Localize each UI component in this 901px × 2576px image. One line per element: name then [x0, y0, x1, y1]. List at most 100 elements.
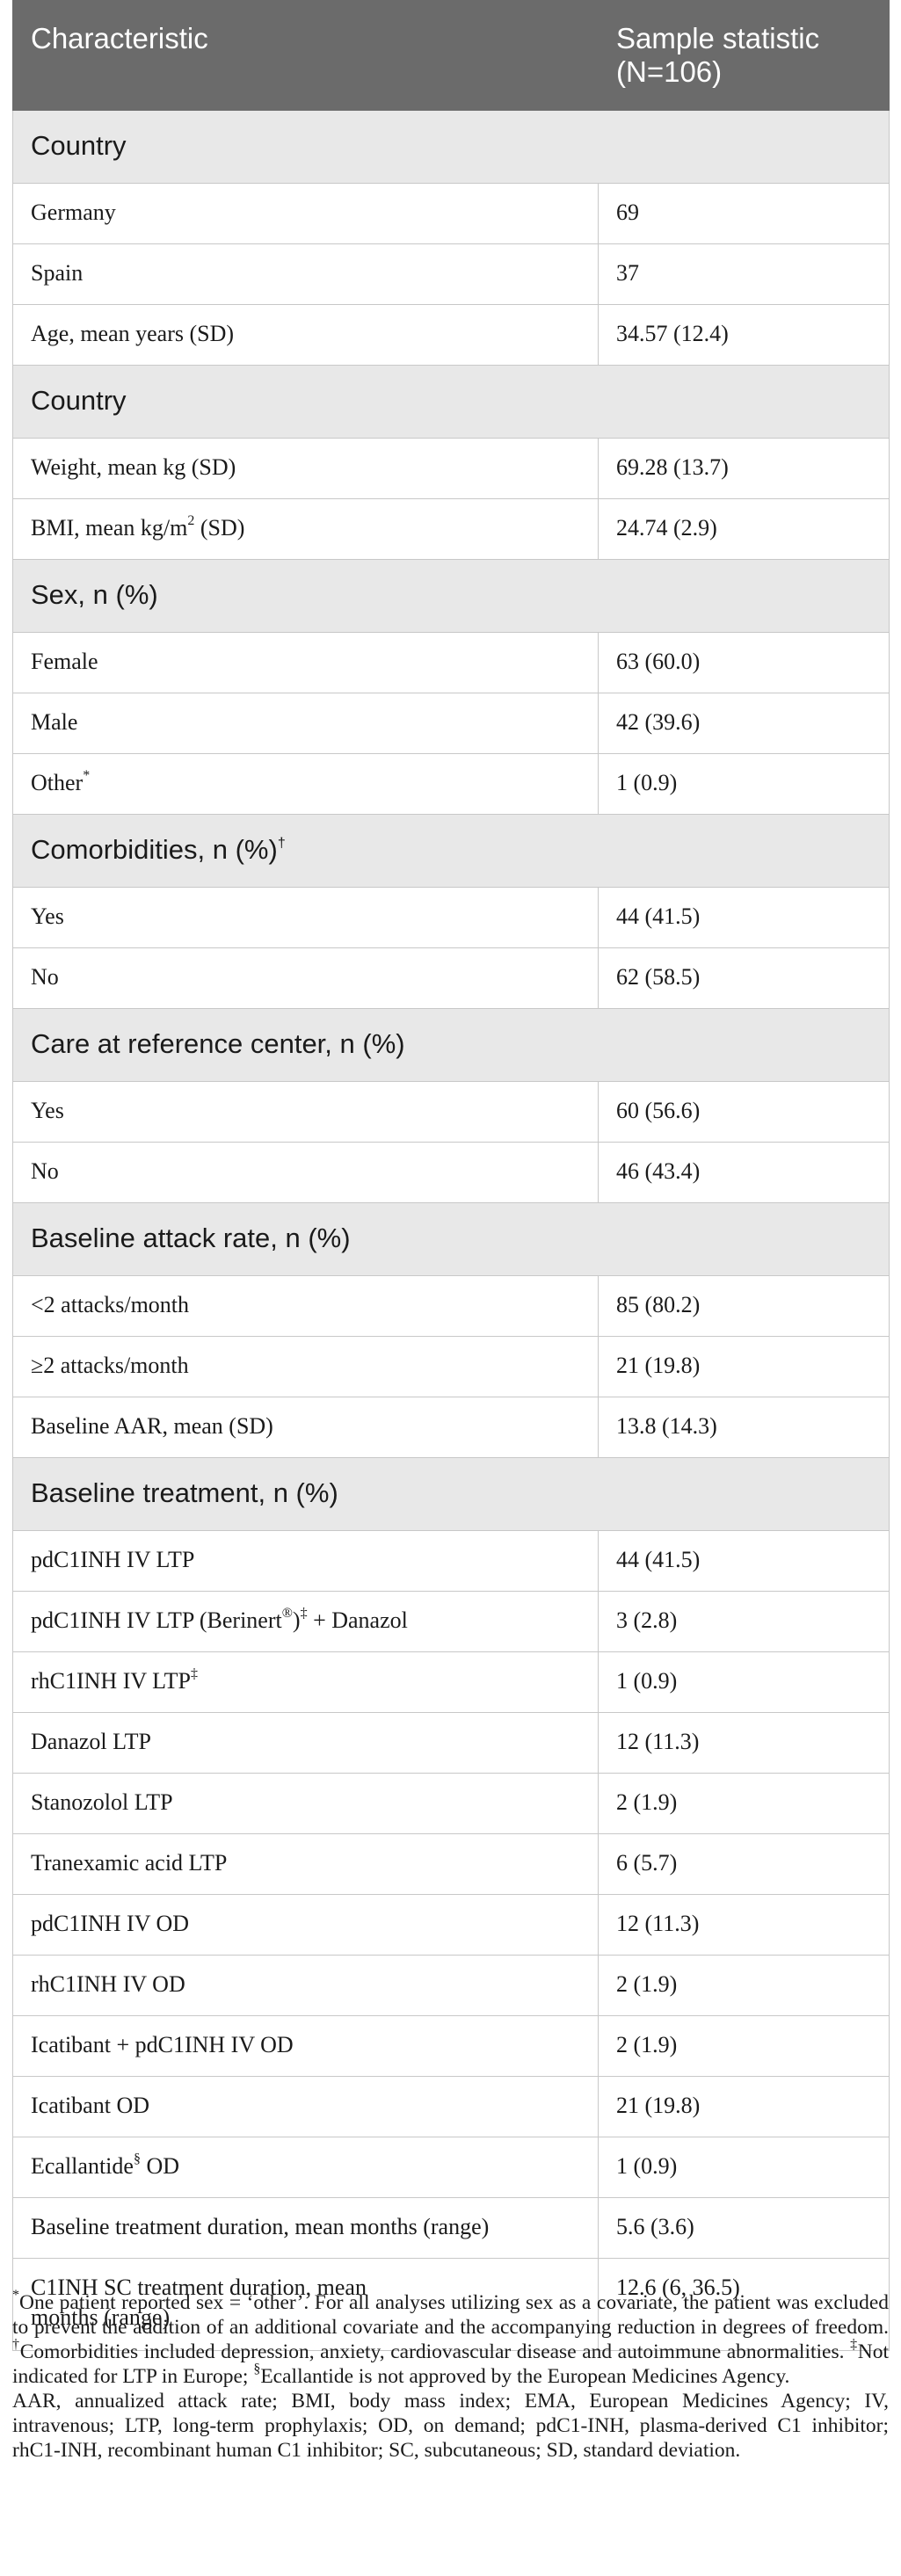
- table-row: Other* 1 (0.9): [12, 753, 890, 815]
- characteristics-table: Characteristic Sample statistic (N=106) C…: [12, 0, 890, 2351]
- row-label-text: Other: [31, 770, 84, 795]
- table-row: Tranexamic acid LTP 6 (5.7): [12, 1833, 890, 1895]
- row-label: Yes: [12, 1081, 599, 1143]
- row-label: Germany: [12, 183, 599, 244]
- row-value: 12 (11.3): [598, 1894, 890, 1956]
- row-value: 2 (1.9): [598, 2015, 890, 2077]
- table-row: Yes 60 (56.6): [12, 1081, 890, 1143]
- row-label-text: (SD): [194, 515, 245, 541]
- footnote-text: Comorbidities included depression, anxie…: [19, 2340, 851, 2363]
- row-label-text: BMI, mean kg/m: [31, 515, 188, 541]
- footnote-text: Not indicated for LTP in Europe;: [12, 2340, 889, 2388]
- table-row: Age, mean years (SD) 34.57 (12.4): [12, 304, 890, 366]
- table-row: rhC1INH IV LTP‡ 1 (0.9): [12, 1651, 890, 1713]
- row-label: No: [12, 947, 599, 1009]
- footnote-text: Ecallantide is not approved by the Europ…: [260, 2365, 790, 2388]
- row-label: Baseline AAR, mean (SD): [12, 1397, 599, 1458]
- section-header: Baseline treatment, n (%): [12, 1457, 890, 1531]
- row-label-line1: C1INH SC treatment duration, mean: [31, 2275, 367, 2300]
- section-title: Sex, n (%): [12, 559, 890, 633]
- section-title: Country: [12, 110, 890, 184]
- row-value: 37: [598, 243, 890, 305]
- section-title: Comorbidities, n (%)†: [12, 814, 890, 888]
- table-row: pdC1INH IV LTP (Berinert®)‡ + Danazol 3 (…: [12, 1591, 890, 1652]
- row-label: pdC1INH IV OD: [12, 1894, 599, 1956]
- row-label: Spain: [12, 243, 599, 305]
- table-row: rhC1INH IV OD 2 (1.9): [12, 1955, 890, 2016]
- table-row: Weight, mean kg (SD) 69.28 (13.7): [12, 438, 890, 499]
- footnote-marker: §: [253, 2362, 261, 2377]
- row-value: 42 (39.6): [598, 693, 890, 754]
- row-label: ≥2 attacks/month: [12, 1336, 599, 1397]
- row-label: pdC1INH IV LTP: [12, 1530, 599, 1592]
- table-row: <2 attacks/month 85 (80.2): [12, 1275, 890, 1337]
- footnote-paragraph-1: *One patient reported sex = ‘other’. For…: [12, 2288, 889, 2389]
- row-value: 2 (1.9): [598, 1773, 890, 1834]
- footnote-paragraph-abbreviations: AAR, annualized attack rate; BMI, body m…: [12, 2390, 889, 2462]
- row-value: 2 (1.9): [598, 1955, 890, 2016]
- row-value: 3 (2.8): [598, 1591, 890, 1652]
- section-title: Baseline attack rate, n (%): [12, 1202, 890, 1276]
- row-label: Stanozolol LTP: [12, 1773, 599, 1834]
- row-label: Tranexamic acid LTP: [12, 1833, 599, 1895]
- row-value: 34.57 (12.4): [598, 304, 890, 366]
- row-label-text: pdC1INH IV LTP (Berinert: [31, 1607, 282, 1633]
- row-value: 63 (60.0): [598, 632, 890, 693]
- footnote-text: One patient reported sex = ‘other’. For …: [12, 2291, 889, 2339]
- table-row: Germany 69: [12, 183, 890, 244]
- row-label: Age, mean years (SD): [12, 304, 599, 366]
- row-label: rhC1INH IV OD: [12, 1955, 599, 2016]
- table-row: Icatibant + pdC1INH IV OD 2 (1.9): [12, 2015, 890, 2077]
- table-row: Icatibant OD 21 (19.8): [12, 2076, 890, 2137]
- row-value: 24.74 (2.9): [598, 498, 890, 560]
- row-value: 12 (11.3): [598, 1712, 890, 1774]
- section-header: Country: [12, 365, 890, 439]
- row-label: Male: [12, 693, 599, 754]
- table-row: ≥2 attacks/month 21 (19.8): [12, 1336, 890, 1397]
- section-header: Care at reference center, n (%): [12, 1008, 890, 1082]
- row-value: 21 (19.8): [598, 2076, 890, 2137]
- footnote-marker: *: [83, 768, 91, 784]
- row-label-text: ): [292, 1607, 301, 1633]
- header-sample-statistic-line2: (N=106): [616, 55, 723, 88]
- table-row: No 46 (43.4): [12, 1142, 890, 1203]
- table-footnotes: *One patient reported sex = ‘other’. For…: [12, 2288, 889, 2463]
- row-label: No: [12, 1142, 599, 1203]
- row-label: BMI, mean kg/m2 (SD): [12, 498, 599, 560]
- table-row: Ecallantide§ OD 1 (0.9): [12, 2137, 890, 2198]
- superscript: 2: [187, 513, 195, 529]
- row-label: C1INH SC treatment duration, mean months …: [12, 2258, 599, 2351]
- row-label-text: + Danazol: [307, 1607, 408, 1633]
- table-row: pdC1INH IV LTP 44 (41.5): [12, 1530, 890, 1592]
- footnote-marker: §: [133, 2152, 141, 2167]
- footnote-marker: †: [12, 2337, 20, 2353]
- row-value: 5.6 (3.6): [598, 2197, 890, 2259]
- row-value: 6 (5.7): [598, 1833, 890, 1895]
- table-row: No 62 (58.5): [12, 947, 890, 1009]
- table-row: Danazol LTP 12 (11.3): [12, 1712, 890, 1774]
- row-label-text: rhC1INH IV LTP: [31, 1668, 192, 1694]
- row-value: 85 (80.2): [598, 1275, 890, 1337]
- footnote-marker: ‡: [191, 1666, 199, 1682]
- section-header: Sex, n (%): [12, 559, 890, 633]
- header-characteristic: Characteristic: [12, 0, 599, 111]
- section-title: Country: [12, 365, 890, 439]
- registered-mark: ®: [281, 1606, 293, 1622]
- table-row: Female 63 (60.0): [12, 632, 890, 693]
- footnote-marker: ‡: [300, 1606, 308, 1622]
- section-header: Country: [12, 110, 890, 184]
- row-label: pdC1INH IV LTP (Berinert®)‡ + Danazol: [12, 1591, 599, 1652]
- row-value: 1 (0.9): [598, 1651, 890, 1713]
- row-value: 44 (41.5): [598, 1530, 890, 1592]
- row-label-text: OD: [140, 2153, 179, 2179]
- header-sample-statistic-line1: Sample statistic: [616, 22, 820, 54]
- footnote-marker: †: [277, 835, 286, 851]
- row-value: 44 (41.5): [598, 887, 890, 948]
- footnote-marker: *: [12, 2288, 19, 2304]
- table-row: pdC1INH IV OD 12 (11.3): [12, 1894, 890, 1956]
- row-value: 1 (0.9): [598, 2137, 890, 2198]
- row-label-line2: months (range): [31, 2304, 171, 2330]
- row-value: 13.8 (14.3): [598, 1397, 890, 1458]
- row-label: Danazol LTP: [12, 1712, 599, 1774]
- table-row: BMI, mean kg/m2 (SD) 24.74 (2.9): [12, 498, 890, 560]
